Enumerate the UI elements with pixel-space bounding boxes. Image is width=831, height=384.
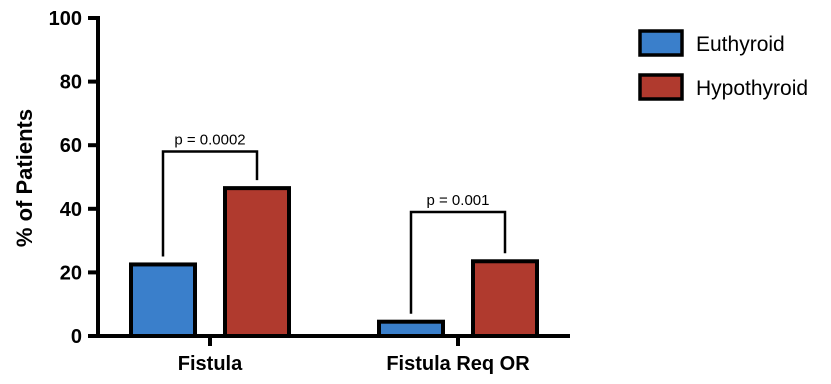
y-tick-label: 20 [60,262,82,284]
y-tick-label: 80 [60,72,82,94]
bracket-line [409,210,507,314]
bar-euthyroid-2 [377,319,445,339]
legend-swatch-euthyroid [638,29,684,57]
legend-label-hypothyroid: Hypothyroid [696,77,808,100]
legend-label-euthyroid: Euthyroid [696,33,785,56]
y-axis-title: % of Patients [12,109,37,247]
legend-swatch-hypothyroid [638,73,684,101]
significance-bracket: p = 0.0002 [161,132,259,257]
x-category-label: Fistula Req OR [386,353,530,375]
y-tick-label: 100 [49,8,82,30]
y-tick-label: 40 [60,199,82,221]
bar-hypothyroid-2 [471,259,539,338]
x-category-label: Fistula [178,353,243,375]
significance-bracket: p = 0.001 [409,192,507,314]
y-tick-label: 60 [60,135,82,157]
bar-euthyroid-1 [129,262,197,339]
p-value-label: p = 0.001 [427,192,490,209]
p-value-label: p = 0.0002 [174,132,245,149]
y-tick-label: 0 [71,326,82,348]
bracket-line [161,150,259,257]
bar-hypothyroid-1 [223,186,291,338]
